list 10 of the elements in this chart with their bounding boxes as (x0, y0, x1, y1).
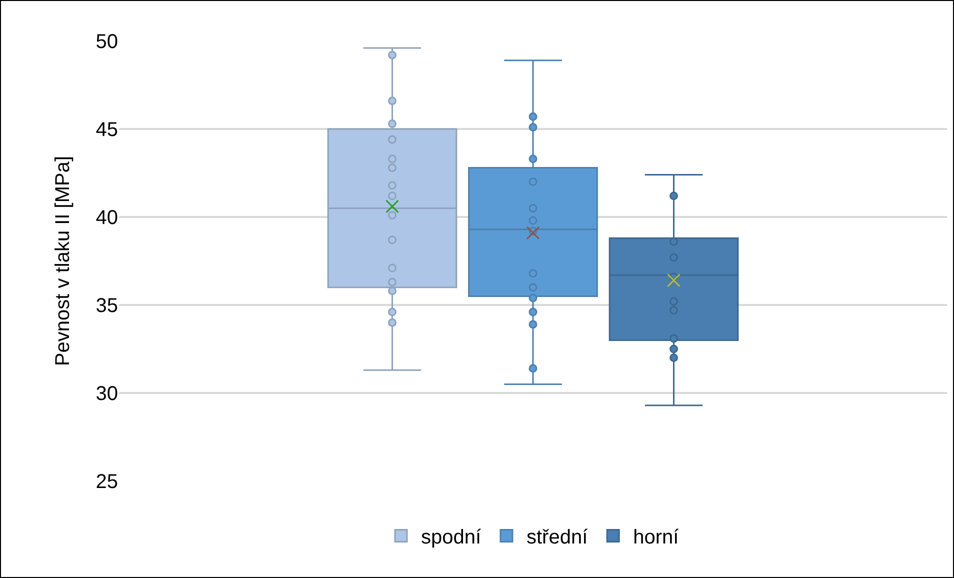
y-tick-label: 50 (96, 31, 118, 53)
legend-label: střední (526, 526, 588, 548)
y-tick-label: 35 (96, 295, 118, 317)
y-tick-label: 25 (96, 471, 118, 493)
y-axis-title: Pevnost v tlaku II [MPa] (52, 156, 74, 366)
y-tick-label: 30 (96, 383, 118, 405)
legend-label: horní (633, 526, 680, 548)
y-tick-label: 45 (96, 119, 118, 141)
legend-label: spodní (421, 526, 482, 548)
y-tick-label: 40 (96, 207, 118, 229)
